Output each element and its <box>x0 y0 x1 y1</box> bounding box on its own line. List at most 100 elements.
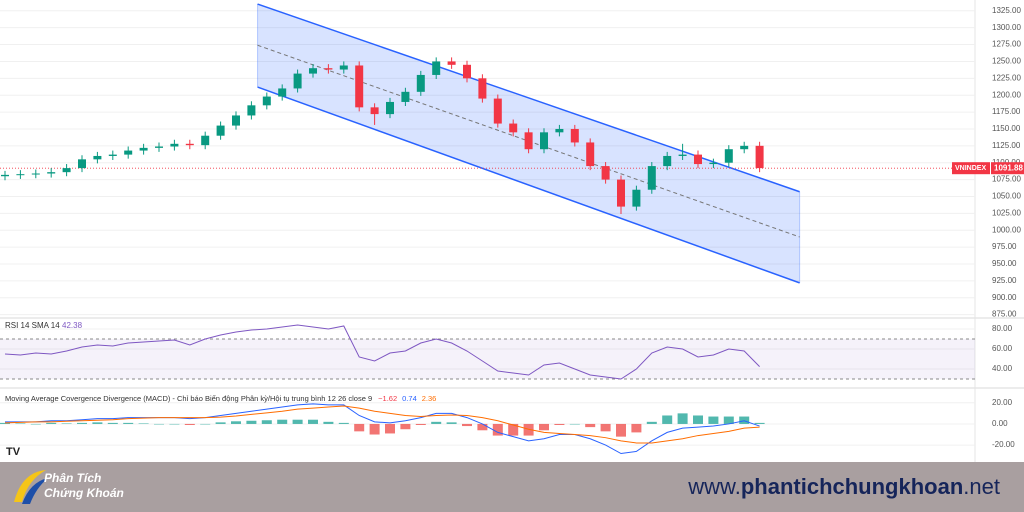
indicator-title: RSI 14 SMA 14 <box>5 321 60 330</box>
macd-histogram-bar <box>477 423 488 431</box>
indicator-title: Moving Average Covergence Divergence (MA… <box>5 394 372 403</box>
candle-body <box>570 128 579 143</box>
macd-histogram-bar <box>92 422 103 424</box>
macd-histogram-bar <box>462 423 472 427</box>
candle-body <box>278 88 287 97</box>
macd-histogram-bar <box>369 423 380 435</box>
y-tick-label: 1200.00 <box>992 90 1021 99</box>
price-tag <box>991 162 1024 175</box>
macd-histogram-bar <box>508 423 519 436</box>
y-tick-label: 900.00 <box>992 293 1017 302</box>
macd-histogram-bar <box>323 421 334 424</box>
symbol-label: VNINDEX <box>955 165 986 172</box>
candle-body <box>216 125 225 136</box>
macd-histogram-bar <box>15 423 26 424</box>
tradingview-logo: TV <box>6 446 21 458</box>
macd-histogram-bar <box>308 419 318 424</box>
candle-body <box>124 150 133 155</box>
candle-body <box>755 145 764 169</box>
candle-body <box>663 155 672 167</box>
candle-body <box>647 166 656 190</box>
macd-histogram-bar <box>46 422 57 424</box>
macd-histogram-bar <box>400 423 411 430</box>
candle-body <box>724 149 733 163</box>
y-tick-label: 80.00 <box>992 324 1013 333</box>
candle-body <box>601 166 610 180</box>
candle-body <box>155 146 163 148</box>
rsi-line <box>4 324 760 380</box>
candle-body <box>339 65 348 70</box>
y-tick-label: 1075.00 <box>992 175 1021 184</box>
candle-body <box>324 68 333 70</box>
macd-histogram-bar <box>246 420 257 424</box>
indicator-value: 42.38 <box>62 321 83 330</box>
website-url: www.phantichchungkhoan.net <box>688 474 1000 500</box>
url-prefix: www. <box>688 474 741 499</box>
brand-line: Phân Tích <box>44 471 102 485</box>
macd-histogram-bar <box>277 419 288 424</box>
macd-histogram-bar <box>231 421 241 424</box>
macd-histogram-bar <box>77 422 87 424</box>
macd-histogram-bar <box>261 420 272 424</box>
candle-body <box>201 135 210 146</box>
candle-body <box>108 154 117 156</box>
indicator-value: 0.74 <box>402 394 417 403</box>
y-tick-label: 40.00 <box>992 364 1013 373</box>
candle-body <box>632 189 641 207</box>
macd-histogram-bar <box>631 423 642 433</box>
candle-body <box>78 159 86 169</box>
macd-histogram-bar <box>662 415 673 424</box>
macd-histogram-bar <box>754 422 765 424</box>
macd-histogram-bar <box>600 423 611 432</box>
macd-line <box>5 403 760 455</box>
candle-body <box>416 74 425 92</box>
candle-body <box>524 132 533 150</box>
y-tick-label: 20.00 <box>992 398 1013 407</box>
candle-body <box>694 154 702 165</box>
footer: Phân Tích Chứng Khoán www.phantichchungk… <box>0 462 1024 512</box>
macd-histogram-bar <box>646 421 657 424</box>
symbol-tag <box>952 162 990 175</box>
macd-histogram-bar <box>61 423 72 424</box>
candle-body <box>93 155 102 160</box>
candle-body <box>293 73 302 89</box>
y-tick-label: 1000.00 <box>992 225 1021 234</box>
macd-histogram-bar <box>446 422 457 424</box>
signal-line <box>4 405 760 444</box>
indicator-value: −1.62 <box>378 394 397 403</box>
y-tick-label: 0.00 <box>992 419 1008 428</box>
macd-histogram-bar <box>107 422 118 424</box>
candle-body <box>678 154 687 156</box>
y-tick-label: 1025.00 <box>992 208 1021 217</box>
y-tick-label: 1325.00 <box>992 6 1021 15</box>
y-tick-label: 1275.00 <box>992 40 1021 49</box>
macd-histogram-bar <box>154 423 164 425</box>
chart: TV 875.00 900.00 925.00 950.00 975.00 1000.00… <box>0 0 1024 462</box>
macd-histogram-bar <box>708 416 719 424</box>
macd-histogram-bar <box>385 423 395 434</box>
macd-histogram-bar <box>0 422 10 424</box>
macd-histogram-bar <box>431 421 442 424</box>
candle-body <box>370 107 379 115</box>
indicator-value: 2.36 <box>422 394 437 403</box>
y-tick-label: 60.00 <box>992 344 1013 353</box>
candle-body <box>463 64 471 79</box>
y-tick-label: 950.00 <box>992 259 1017 268</box>
candle-body <box>47 172 56 174</box>
y-tick-label: 975.00 <box>992 242 1017 251</box>
macd-histogram-bar <box>723 416 734 424</box>
candle-body <box>185 143 194 146</box>
candle-body <box>262 96 271 106</box>
candle-body <box>447 61 456 65</box>
macd-histogram-bar <box>215 422 226 424</box>
candle-body <box>232 115 240 126</box>
candle-body <box>170 143 179 147</box>
y-tick-label: 1125.00 <box>992 141 1021 150</box>
candle-body <box>540 132 548 150</box>
candle-body <box>555 128 564 133</box>
candle-body <box>355 65 364 108</box>
macd-histogram-bar <box>338 422 349 424</box>
svg-text:TV: TV <box>6 446 21 458</box>
y-tick-label: 1175.00 <box>992 107 1021 116</box>
